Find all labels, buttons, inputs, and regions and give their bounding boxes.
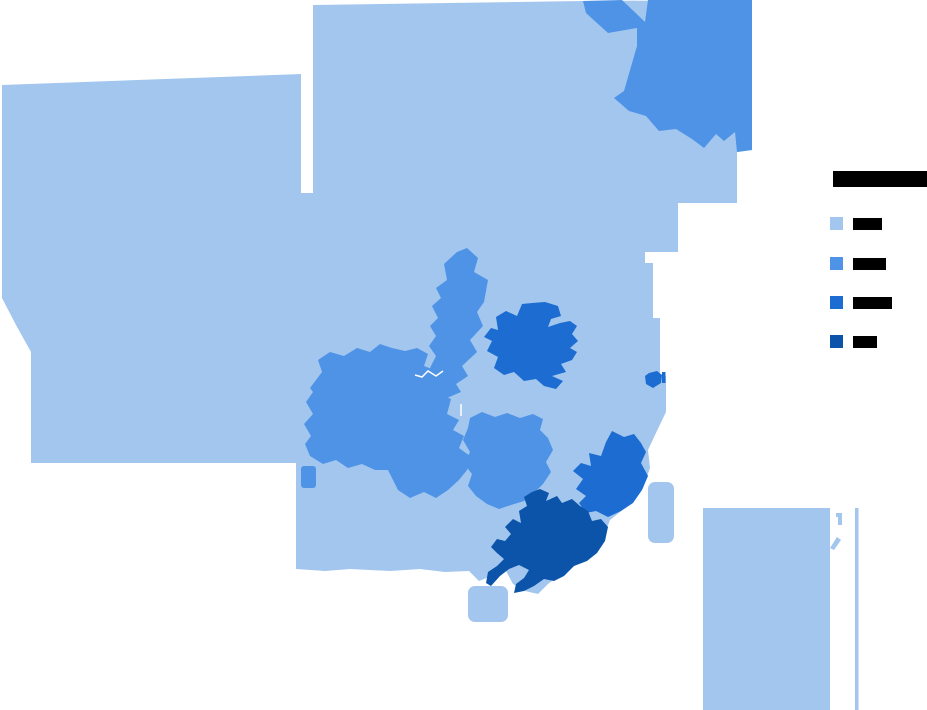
map-inset-border-line (855, 508, 859, 710)
map-inset-mark-2 (830, 537, 841, 550)
map-region-south-island[interactable] (468, 586, 508, 622)
legend-title-redacted-bar (833, 171, 927, 187)
map-inset-mark-1 (836, 513, 842, 525)
legend-swatch-level2[interactable] (830, 257, 843, 270)
map-region-southeast-coastal[interactable] (573, 431, 648, 517)
map-region-small-west-square[interactable] (301, 466, 316, 488)
map-inset-box[interactable] (703, 508, 830, 710)
legend-swatch-level3[interactable] (830, 296, 843, 309)
map-region-east-coast-dot[interactable] (645, 371, 662, 388)
legend-label-redacted-bar (853, 336, 877, 348)
map-region-base-landmass[interactable] (2, 0, 752, 594)
map-region-west-central-blob[interactable] (304, 344, 470, 498)
map-region-central[interactable] (484, 302, 578, 389)
legend-item-level4[interactable] (830, 335, 877, 348)
map-region-southeast-island[interactable] (648, 482, 674, 543)
legend-swatch-level4[interactable] (830, 335, 843, 348)
legend-item-level2[interactable] (830, 257, 886, 270)
legend-item-level1[interactable] (830, 217, 882, 230)
internal-boundary-line (414, 370, 444, 378)
legend-swatch-level1[interactable] (830, 217, 843, 230)
map-region-south-central[interactable] (463, 412, 553, 509)
legend-item-level3[interactable] (830, 296, 892, 309)
map-region-northeast[interactable] (583, 0, 752, 152)
legend-label-redacted-bar (853, 258, 886, 270)
map-region-south[interactable] (486, 489, 608, 593)
map-region-north-central-strip[interactable] (429, 248, 488, 398)
legend-label-redacted-bar (853, 218, 882, 230)
legend-label-redacted-bar (853, 297, 892, 309)
map-region-east-coast-tick[interactable] (662, 372, 666, 383)
